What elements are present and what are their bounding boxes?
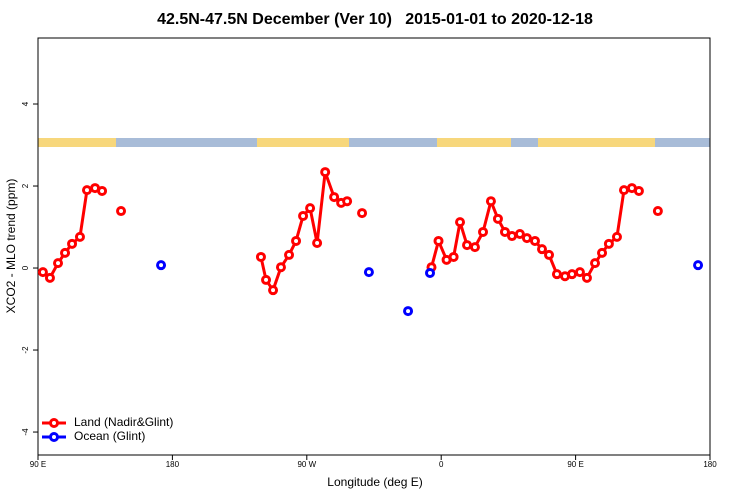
point <box>693 260 704 271</box>
point <box>455 217 466 228</box>
point <box>544 249 555 260</box>
point <box>255 251 266 262</box>
point <box>499 226 510 237</box>
point <box>448 251 459 262</box>
point <box>574 267 585 278</box>
point <box>156 260 167 271</box>
point <box>597 247 608 258</box>
point <box>37 267 48 278</box>
point <box>403 306 414 317</box>
point <box>298 210 309 221</box>
x-tick-label: 180 <box>703 460 717 469</box>
point <box>462 240 473 251</box>
point <box>97 185 108 196</box>
point <box>81 185 92 196</box>
point <box>537 244 547 255</box>
legend-marker <box>49 418 59 428</box>
x-tick-label: 180 <box>166 460 180 469</box>
point <box>618 185 629 196</box>
point <box>506 231 517 242</box>
x-tick-label: 0 <box>439 460 444 469</box>
point <box>329 192 340 203</box>
x-tick-label: 90 W <box>297 460 316 469</box>
chart-title: 42.5N-47.5N December (Ver 10) 2015-01-01… <box>157 11 593 28</box>
point <box>485 196 496 207</box>
point <box>312 238 323 249</box>
point <box>363 267 374 278</box>
point <box>291 235 302 246</box>
point <box>521 233 532 244</box>
point <box>529 235 540 246</box>
point <box>53 258 64 269</box>
point <box>611 231 622 242</box>
point <box>74 231 85 242</box>
series-line <box>430 186 640 281</box>
x-axis-label: Longitude (deg E) <box>327 475 422 489</box>
land-ocean-strip <box>38 138 710 147</box>
point <box>551 269 562 280</box>
point <box>320 167 331 178</box>
point <box>469 242 480 253</box>
y-tick-label: 0 <box>21 265 30 270</box>
point <box>652 206 663 217</box>
point <box>603 238 614 249</box>
x-tick-label: 90 E <box>30 460 46 469</box>
point <box>342 196 353 207</box>
point <box>357 208 368 219</box>
point <box>116 206 127 217</box>
point <box>261 274 272 285</box>
point <box>478 226 489 237</box>
point <box>60 247 71 258</box>
legend-label: Ocean (Glint) <box>74 429 145 443</box>
point <box>492 213 503 224</box>
legend-marker <box>49 432 59 442</box>
point <box>633 185 644 196</box>
point <box>67 238 78 249</box>
point <box>284 249 295 260</box>
point <box>433 235 444 246</box>
point <box>425 267 435 278</box>
series-line <box>41 186 103 281</box>
legend-label: Land (Nadir&Glint) <box>74 415 173 429</box>
point <box>514 228 525 239</box>
point <box>581 272 592 283</box>
y-axis-label: XCO2 - MLO trend (ppm) <box>4 179 18 314</box>
y-tick-label: 4 <box>21 101 30 106</box>
plot-frame <box>37 37 711 456</box>
y-tick-label: -4 <box>21 428 30 436</box>
y-tick-label: -2 <box>21 346 30 354</box>
series-line <box>259 171 348 294</box>
point <box>275 262 286 273</box>
point <box>567 269 578 280</box>
point <box>44 272 55 283</box>
y-tick-label: 2 <box>21 183 30 188</box>
x-tick-label: 90 E <box>567 460 583 469</box>
point <box>590 258 601 269</box>
point <box>268 285 279 296</box>
point <box>305 203 316 214</box>
